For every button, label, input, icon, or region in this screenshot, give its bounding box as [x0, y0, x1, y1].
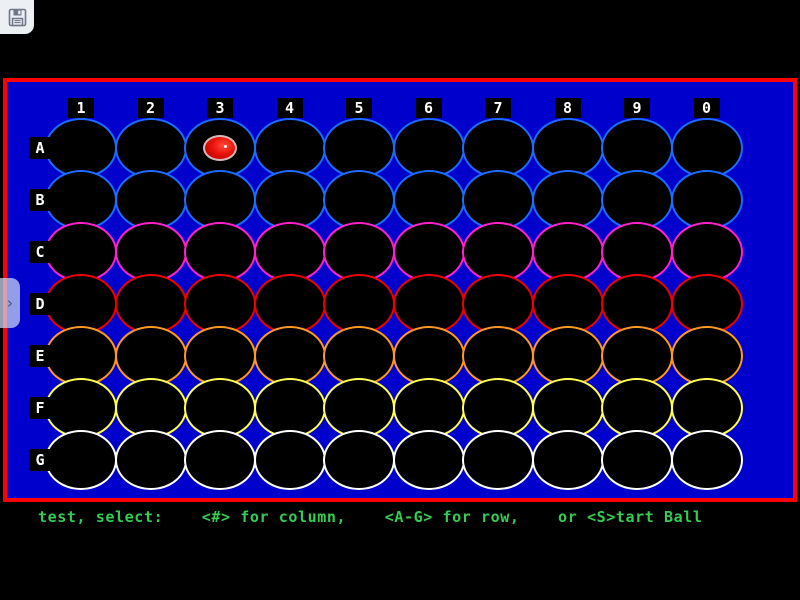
board-cell-A5[interactable] [323, 118, 395, 178]
board-cell-C9[interactable] [601, 222, 673, 282]
board-cell-D8[interactable] [531, 274, 604, 334]
board-cell-E6[interactable] [392, 326, 465, 386]
board-cell-B1[interactable] [45, 170, 117, 230]
board-cell-A6[interactable] [392, 118, 465, 178]
board-cell-A9[interactable] [601, 118, 673, 178]
column-header-3[interactable]: 3 [207, 98, 233, 118]
board-cell-F4[interactable] [253, 378, 326, 438]
board-cell-B4[interactable] [253, 170, 326, 230]
board-cell-C0[interactable] [670, 222, 743, 282]
board-cell-D2[interactable] [114, 274, 187, 334]
board-cell-E2[interactable] [114, 326, 187, 386]
row-header-G[interactable]: G [29, 449, 51, 471]
game-board: 1 2 3 4 5 6 7 8 9 0 A B C D E F G [7, 82, 793, 498]
board-cell-E1[interactable] [45, 326, 117, 386]
board-cell-C5[interactable] [323, 222, 395, 282]
board-cell-A4[interactable] [253, 118, 326, 178]
board-cell-E9[interactable] [601, 326, 673, 386]
board-cell-D3[interactable] [184, 274, 256, 334]
board-cell-G1[interactable] [45, 430, 117, 490]
board-cell-D5[interactable] [323, 274, 395, 334]
board-cell-C4[interactable] [253, 222, 326, 282]
board-cell-E5[interactable] [323, 326, 395, 386]
board-cell-B3[interactable] [184, 170, 256, 230]
board-cell-D9[interactable] [601, 274, 673, 334]
row-header-F[interactable]: F [29, 397, 51, 419]
board-cell-E8[interactable] [531, 326, 604, 386]
board-cell-G3[interactable] [184, 430, 256, 490]
board-cell-F9[interactable] [601, 378, 673, 438]
board-cell-E7[interactable] [462, 326, 534, 386]
ball-highlight [224, 145, 227, 148]
column-header-6[interactable]: 6 [415, 98, 442, 118]
board-cell-C7[interactable] [462, 222, 534, 282]
board-cell-G4[interactable] [253, 430, 326, 490]
board-cell-G6[interactable] [392, 430, 465, 490]
board-cell-F1[interactable] [45, 378, 117, 438]
column-header-2[interactable]: 2 [137, 98, 164, 118]
board-cell-G8[interactable] [531, 430, 604, 490]
board-cell-D7[interactable] [462, 274, 534, 334]
column-header-8[interactable]: 8 [554, 98, 581, 118]
chevron-right-icon: › [7, 294, 13, 312]
board-cell-E4[interactable] [253, 326, 326, 386]
board-cell-E3[interactable] [184, 326, 256, 386]
board-cell-G2[interactable] [114, 430, 187, 490]
column-header-4[interactable]: 4 [276, 98, 303, 118]
column-header-1[interactable]: 1 [68, 98, 94, 118]
row-header-B[interactable]: B [29, 189, 51, 211]
board-cell-D6[interactable] [392, 274, 465, 334]
board-cell-A0[interactable] [670, 118, 743, 178]
board-cell-D1[interactable] [45, 274, 117, 334]
board-cell-C1[interactable] [45, 222, 117, 282]
column-header-7[interactable]: 7 [485, 98, 511, 118]
board-cell-A8[interactable] [531, 118, 604, 178]
row-header-C[interactable]: C [29, 241, 51, 263]
save-button[interactable] [0, 0, 34, 34]
board-cell-B9[interactable] [601, 170, 673, 230]
board-cell-F3[interactable] [184, 378, 256, 438]
column-header-9[interactable]: 9 [624, 98, 650, 118]
board-cell-G0[interactable] [670, 430, 743, 490]
row-header-D[interactable]: D [29, 293, 51, 315]
board-cell-G5[interactable] [323, 430, 395, 490]
board-cell-F7[interactable] [462, 378, 534, 438]
board-cell-F0[interactable] [670, 378, 743, 438]
board-cell-F6[interactable] [392, 378, 465, 438]
board-cell-D0[interactable] [670, 274, 743, 334]
board-cell-B2[interactable] [114, 170, 187, 230]
column-header-0[interactable]: 0 [693, 98, 720, 118]
board-cell-B7[interactable] [462, 170, 534, 230]
board-cell-B5[interactable] [323, 170, 395, 230]
status-bar: test, select: <#> for column, <A-G> for … [0, 504, 800, 530]
board-cell-C3[interactable] [184, 222, 256, 282]
board-cell-C2[interactable] [114, 222, 187, 282]
board-cell-F2[interactable] [114, 378, 187, 438]
column-header-5[interactable]: 5 [346, 98, 372, 118]
board-cell-A7[interactable] [462, 118, 534, 178]
board-cell-E0[interactable] [670, 326, 743, 386]
row-header-E[interactable]: E [29, 345, 51, 367]
board-cell-G9[interactable] [601, 430, 673, 490]
board-cell-C6[interactable] [392, 222, 465, 282]
game-board-frame: 1 2 3 4 5 6 7 8 9 0 A B C D E F G [3, 78, 797, 502]
board-cell-C8[interactable] [531, 222, 604, 282]
board-cell-D4[interactable] [253, 274, 326, 334]
expand-panel-handle[interactable]: › [0, 278, 20, 328]
board-cell-G7[interactable] [462, 430, 534, 490]
board-cell-F5[interactable] [323, 378, 395, 438]
board-cell-A2[interactable] [114, 118, 187, 178]
red-ball[interactable] [203, 135, 237, 161]
board-cell-B6[interactable] [392, 170, 465, 230]
board-cell-B0[interactable] [670, 170, 743, 230]
board-cell-A1[interactable] [45, 118, 117, 178]
floppy-disk-save-icon [8, 8, 27, 27]
board-cell-B8[interactable] [531, 170, 604, 230]
row-header-A[interactable]: A [29, 137, 51, 159]
board-cell-F8[interactable] [531, 378, 604, 438]
